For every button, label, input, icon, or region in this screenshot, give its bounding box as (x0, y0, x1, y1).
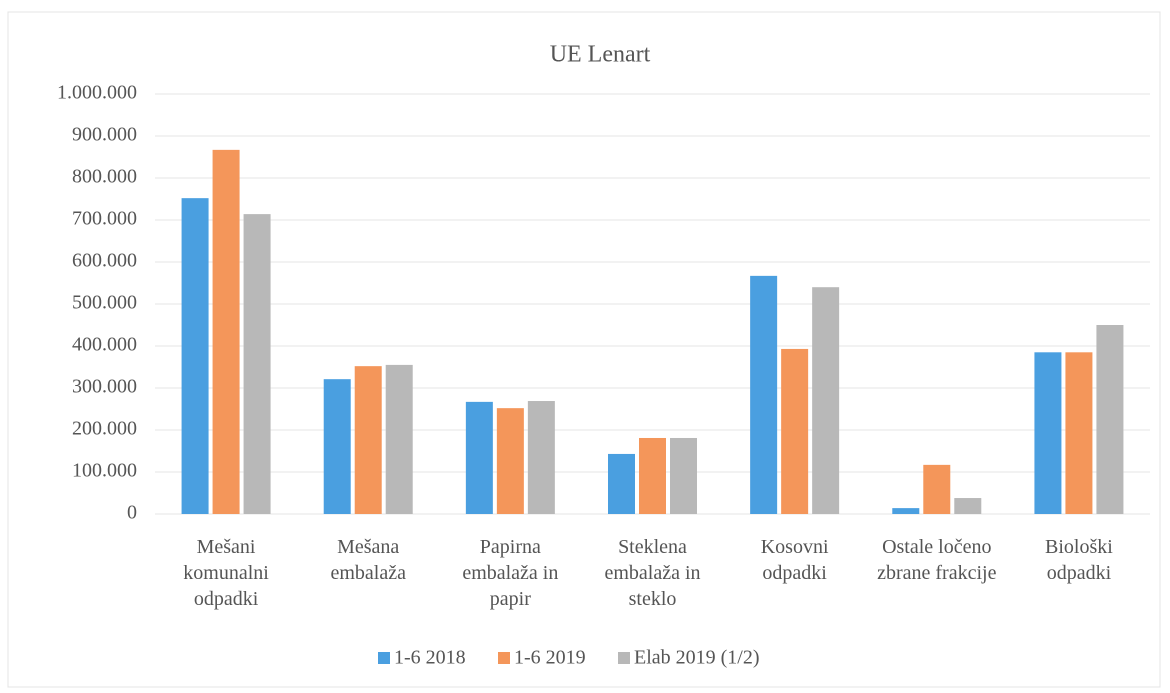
legend-swatch (498, 652, 510, 664)
y-tick-label: 600.000 (72, 250, 137, 272)
legend-swatch (618, 652, 630, 664)
y-tick-label: 700.000 (72, 208, 137, 230)
bar (923, 464, 951, 514)
y-tick-label: 800.000 (72, 166, 137, 188)
bar (812, 287, 840, 514)
x-tick-label: Ostale ločeno zbrane frakcije (877, 536, 997, 584)
bar (354, 366, 382, 514)
bar (323, 379, 351, 514)
legend-label: 1-6 2018 (394, 647, 466, 669)
legend-label: 1-6 2019 (514, 647, 586, 669)
y-tick-label: 300.000 (72, 376, 137, 398)
y-tick-label: 400.000 (72, 334, 137, 356)
bar (527, 401, 555, 514)
bar (892, 508, 920, 514)
x-tick-label: Steklena embalaža in steklo (604, 536, 701, 610)
bar (212, 149, 240, 515)
y-tick-label: 0 (127, 502, 137, 524)
bar (639, 437, 666, 514)
y-tick-label: 1.000.000 (57, 82, 137, 104)
x-tick-label: Mešani komunalni odpadki (183, 536, 269, 610)
bar (750, 275, 778, 514)
bar (781, 348, 809, 514)
bar (954, 498, 982, 514)
y-tick-label: 900.000 (72, 124, 137, 146)
bar (181, 198, 209, 514)
bar (670, 437, 697, 514)
bar (385, 364, 413, 514)
legend-swatch (378, 652, 390, 664)
bar (1034, 352, 1062, 514)
chart-title: UE Lenart (550, 42, 651, 68)
y-tick-label: 200.000 (72, 418, 137, 440)
chart-border (7, 11, 1161, 688)
bar (1096, 325, 1124, 514)
bar (465, 401, 493, 514)
x-tick-label: Mešana embalaža (330, 536, 406, 584)
bar (1065, 352, 1093, 514)
bar (243, 214, 271, 514)
y-tick-label: 500.000 (72, 292, 137, 314)
bar (608, 453, 635, 514)
legend-label: Elab 2019 (1/2) (634, 647, 760, 669)
x-tick-label: Papirna embalaža in papir (462, 536, 559, 610)
y-tick-label: 100.000 (72, 460, 137, 482)
x-tick-label: Biološki odpadki (1045, 536, 1113, 584)
bar (496, 408, 524, 514)
x-tick-label: Kosovni odpadki (760, 536, 829, 584)
